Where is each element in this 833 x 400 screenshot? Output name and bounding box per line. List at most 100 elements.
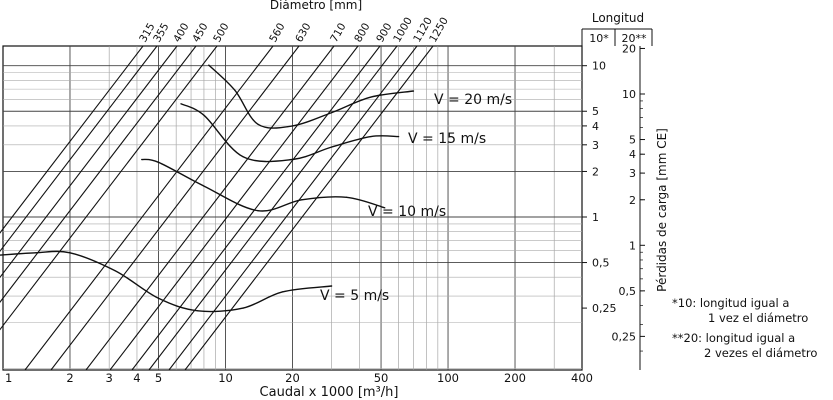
- curve-point: [291, 158, 294, 161]
- curve-point: [384, 207, 386, 209]
- curve-point: [114, 270, 117, 272]
- velocity-label: V = 5 m/s: [320, 288, 389, 304]
- curve-point: [345, 196, 348, 198]
- diameter-lines: [0, 46, 434, 370]
- diameter-line: [0, 46, 158, 253]
- y10-tick-label: 0,25: [592, 302, 617, 315]
- x-tick-label: 200: [504, 371, 526, 385]
- diameter-label: 500: [211, 21, 231, 44]
- x-tick-label: 4: [133, 371, 140, 385]
- diameter-label: 560: [267, 21, 287, 44]
- grid: [2, 28, 653, 371]
- x-tick-label: 1: [5, 371, 12, 385]
- top-axis-title: Diámetro [mm]: [270, 0, 362, 12]
- x-tick-label: 5: [155, 371, 162, 385]
- y20-tick-label: 2: [629, 194, 636, 207]
- velocity-curve: [0, 250, 332, 313]
- footnote-2: 1 vez el diámetro: [708, 311, 809, 325]
- diameter-label: 400: [171, 21, 191, 44]
- y20-tick-label: 20: [622, 42, 636, 55]
- diameter-label: 630: [293, 21, 313, 44]
- y20-tick-label: 1: [629, 239, 636, 252]
- diameter-label: 900: [374, 21, 394, 44]
- curve-point: [331, 285, 333, 287]
- y20-tick-label: 3: [629, 167, 636, 180]
- y20-tick-label: 10: [622, 88, 636, 101]
- curve-point: [331, 111, 333, 114]
- x-tick-label: 400: [571, 371, 593, 385]
- curve-point: [291, 125, 294, 127]
- curve-point: [141, 158, 143, 161]
- velocity-label: V = 15 m/s: [408, 131, 486, 147]
- y10-tick-label: 5: [592, 105, 599, 118]
- curve-point: [208, 64, 210, 66]
- curve-point: [257, 210, 259, 212]
- diameter-label: 450: [190, 21, 210, 44]
- curve-point: [34, 252, 37, 254]
- x-tick-label: 20: [285, 371, 300, 385]
- y20-tick-label: 0,25: [612, 330, 637, 343]
- diameter-line: [0, 46, 144, 234]
- diameter-line: [184, 46, 434, 370]
- curve-point: [412, 90, 415, 92]
- diameter-label: 800: [352, 21, 372, 44]
- velocity-label: V = 20 m/s: [434, 92, 512, 108]
- velocity-curve: [208, 64, 414, 129]
- footnote-3: **20: longitud igual a: [672, 331, 796, 345]
- diameter-line: [0, 46, 218, 331]
- x-tick-label: 3: [106, 371, 113, 385]
- y10-tick-label: 10: [592, 60, 606, 73]
- curve-point: [203, 185, 205, 187]
- diameter-line: [168, 46, 418, 370]
- y20-tick-label: 0,5: [619, 285, 637, 298]
- x-axis-title: Caudal x 1000 [m³/h]: [260, 385, 399, 400]
- curve-point: [180, 103, 182, 105]
- y10-tick-label: 4: [592, 120, 599, 133]
- x-tick-label: 100: [437, 371, 459, 385]
- y20-tick-label: 4: [629, 148, 636, 161]
- diameter-line: [0, 46, 197, 303]
- y10-tick-label: 1: [592, 211, 599, 224]
- diameter-label: 710: [328, 21, 348, 44]
- curve-point: [242, 156, 244, 158]
- diameter-line: [50, 46, 300, 370]
- curve-point: [281, 291, 283, 293]
- velocity-label: V = 10 m/s: [368, 204, 446, 220]
- y-axis-title: Pérdidas de carga [mm CE]: [655, 128, 669, 292]
- diameter-line: [109, 46, 359, 370]
- curve-point: [331, 146, 333, 148]
- footnote-1: *10: longitud igual a: [672, 296, 790, 310]
- x-tick-label: 10: [218, 371, 233, 385]
- x-tick-label: 50: [374, 371, 389, 385]
- diameter-line: [0, 46, 178, 279]
- length-case-label: 20**: [622, 32, 647, 45]
- curve-point: [157, 161, 160, 163]
- velocity-curves: V = 20 m/s V = 15 m/s V = 10 m/s V = 5 m/s: [0, 64, 512, 313]
- curve-point: [370, 135, 372, 138]
- length-header: Longitud: [592, 11, 644, 25]
- axis-labels: 1 2 3 4 5 10 20 50 100 200 40010543210,50,25201054…: [5, 15, 647, 385]
- y10-tick-label: 0,5: [592, 257, 610, 270]
- diameter-label: 1000: [391, 15, 415, 44]
- diameter-line: [85, 46, 335, 370]
- curve-point: [301, 199, 303, 201]
- curve-point: [370, 96, 372, 98]
- curve-point: [157, 297, 160, 299]
- diameter-line: [131, 46, 381, 370]
- y10-tick-label: 3: [592, 139, 599, 152]
- curve-point: [203, 114, 205, 116]
- curve-point: [398, 135, 400, 138]
- curve-point: [242, 307, 244, 309]
- diameter-label: 355: [151, 21, 171, 44]
- curve-point: [234, 89, 236, 91]
- footnote-4: 2 vezes el diámetro: [704, 346, 818, 360]
- curve-point: [69, 252, 71, 254]
- y20-tick-label: 5: [629, 134, 636, 147]
- curve-point: [197, 310, 199, 312]
- diameter-line: [24, 46, 274, 370]
- curve-point: [257, 123, 259, 125]
- y10-tick-label: 2: [592, 165, 599, 178]
- x-tick-label: 2: [66, 371, 73, 385]
- length-case-label: 10*: [589, 32, 609, 45]
